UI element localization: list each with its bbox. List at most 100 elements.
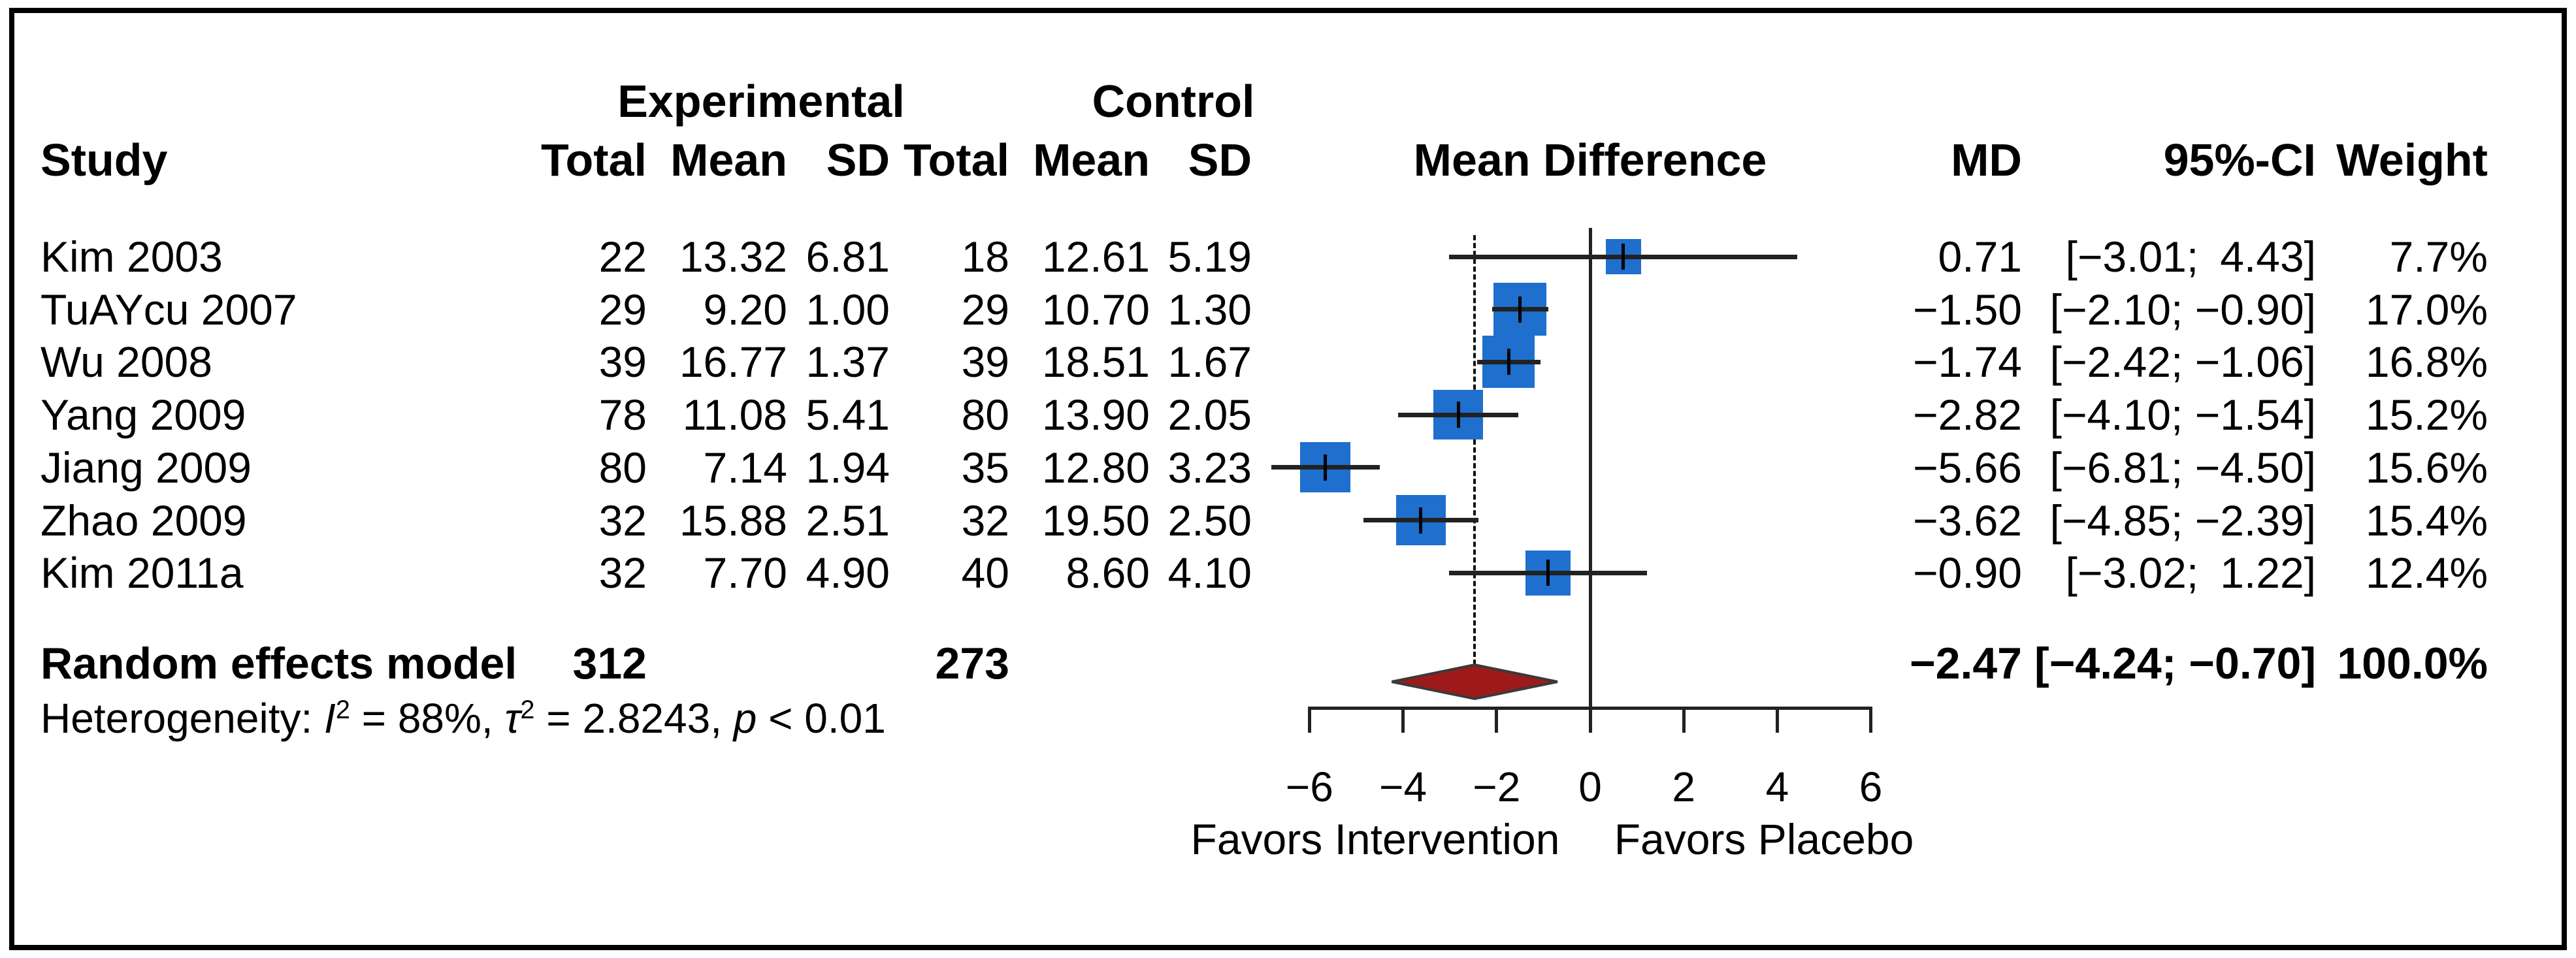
ctrl-sd-cell: 5.19 <box>1167 232 1252 281</box>
ctrl-mean-cell: 10.70 <box>1041 285 1150 334</box>
exp-mean-cell: 13.32 <box>679 232 787 281</box>
heterogeneity-text-segment: I <box>324 695 336 742</box>
exp-total-cell: 78 <box>598 391 647 439</box>
ctrl-total-header: Total <box>903 135 1009 185</box>
exp-sd-cell: 1.94 <box>806 443 890 492</box>
ci-value-cell: [−2.10; −0.90] <box>2049 285 2316 334</box>
exp-mean-cell: 7.14 <box>703 443 787 492</box>
md-value-cell: 0.71 <box>1938 232 2022 281</box>
weight-cell: 16.8% <box>2365 338 2488 387</box>
exp-total-header: Total <box>540 135 647 185</box>
axis-tick <box>1401 707 1405 733</box>
point-estimate-tick <box>1324 454 1328 481</box>
md-value-cell: −1.74 <box>1913 338 2022 387</box>
study-label: Zhao 2009 <box>41 496 247 545</box>
study-label: Wu 2008 <box>41 338 212 387</box>
weight-cell: 15.6% <box>2365 443 2488 492</box>
exp-total-cell: 22 <box>598 232 647 281</box>
ci-value-cell: [−4.10; −1.54] <box>2049 391 2316 439</box>
ctrl-total-cell: 40 <box>961 549 1009 598</box>
exp-total-cell: 29 <box>598 285 647 334</box>
axis-tick <box>1775 707 1779 733</box>
study-label: Kim 2003 <box>41 232 223 281</box>
md-value-cell: −0.90 <box>1913 549 2022 598</box>
ctrl-mean-cell: 18.51 <box>1041 338 1150 387</box>
ctrl-mean-cell: 12.80 <box>1041 443 1150 492</box>
point-estimate-tick <box>1507 349 1510 375</box>
point-estimate-tick <box>1546 560 1550 586</box>
study-label: Jiang 2009 <box>41 443 252 492</box>
pooled-weight-value: 100.0% <box>2337 639 2488 688</box>
axis-tick-label: 0 <box>1578 763 1602 810</box>
md-value-cell: −2.82 <box>1913 391 2022 439</box>
exp-mean-header: Mean <box>670 135 787 185</box>
ctrl-total-cell: 29 <box>961 285 1009 334</box>
ctrl-mean-cell: 12.61 <box>1041 232 1150 281</box>
heterogeneity-text-segment: = 2.8243, <box>534 695 734 742</box>
ctrl-sd-cell: 2.05 <box>1167 391 1252 439</box>
pooled-ctrl-total: 273 <box>935 639 1009 688</box>
md-column-header: MD <box>1951 135 2022 185</box>
ctrl-sd-cell: 1.67 <box>1167 338 1252 387</box>
ctrl-sd-cell: 3.23 <box>1167 443 1252 492</box>
ci-value-cell: [−2.42; −1.06] <box>2049 338 2316 387</box>
exp-sd-cell: 1.00 <box>806 285 890 334</box>
ctrl-sd-cell: 1.30 <box>1167 285 1252 334</box>
point-estimate-tick <box>1456 402 1460 428</box>
heterogeneity-text-segment: < 0.01 <box>757 695 886 742</box>
weight-cell: 7.7% <box>2389 232 2488 281</box>
ci-value-cell: [−4.85; −2.39] <box>2049 496 2316 545</box>
weight-cell: 15.2% <box>2365 391 2488 439</box>
heterogeneity-note: Heterogeneity: I2 = 88%, τ2 = 2.8243, p … <box>41 697 886 739</box>
exp-sd-cell: 1.37 <box>806 338 890 387</box>
exp-total-cell: 32 <box>598 496 647 545</box>
ci-value-cell: [−3.02; 1.22] <box>2065 549 2316 598</box>
pooled-ci-value: [−4.24; −0.70] <box>2034 639 2316 688</box>
ctrl-mean-cell: 13.90 <box>1041 391 1150 439</box>
ctrl-total-cell: 35 <box>961 443 1009 492</box>
ctrl-total-cell: 80 <box>961 391 1009 439</box>
point-estimate-tick <box>1518 296 1522 323</box>
md-value-cell: −5.66 <box>1913 443 2022 492</box>
study-label: Kim 2011a <box>41 549 244 598</box>
axis-tick <box>1869 707 1873 733</box>
favors-intervention-label: Favors Intervention <box>1190 815 1560 863</box>
exp-sd-cell: 2.51 <box>806 496 890 545</box>
pooled-exp-total: 312 <box>572 639 647 688</box>
pooled-row-label: Random effects model <box>41 639 517 688</box>
pooled-md-value: −2.47 <box>1909 639 2022 688</box>
weight-cell: 15.4% <box>2365 496 2488 545</box>
heterogeneity-text-segment: τ <box>504 695 521 742</box>
exp-mean-cell: 7.70 <box>703 549 787 598</box>
study-label: TuAYcu 2007 <box>41 285 297 334</box>
plot-title: Mean Difference <box>1413 135 1767 185</box>
heterogeneity-text-segment: 2 <box>520 695 535 725</box>
axis-tick-label: 2 <box>1672 763 1695 810</box>
exp-total-cell: 80 <box>598 443 647 492</box>
ctrl-total-cell: 39 <box>961 338 1009 387</box>
ctrl-mean-cell: 8.60 <box>1066 549 1150 598</box>
ctrl-mean-cell: 19.50 <box>1041 496 1150 545</box>
point-estimate-tick <box>1622 244 1625 270</box>
pooled-estimate-dashed-line <box>1473 235 1476 665</box>
axis-tick <box>1588 707 1592 733</box>
ctrl-sd-cell: 2.50 <box>1167 496 1252 545</box>
exp-sd-cell: 4.90 <box>806 549 890 598</box>
exp-sd-header: SD <box>826 135 890 185</box>
axis-tick <box>1307 707 1311 733</box>
weight-column-header: Weight <box>2336 135 2488 185</box>
axis-tick <box>1495 707 1499 733</box>
pooled-effect-diamond <box>1392 663 1558 701</box>
exp-sd-cell: 6.81 <box>806 232 890 281</box>
heterogeneity-text-segment: 2 <box>335 695 350 725</box>
zero-reference-line <box>1588 228 1592 707</box>
heterogeneity-text-segment: Heterogeneity: <box>41 695 325 742</box>
experimental-group-header: Experimental <box>617 76 905 127</box>
axis-tick-label: −2 <box>1473 763 1521 810</box>
axis-tick-label: −4 <box>1379 763 1427 810</box>
exp-mean-cell: 11.08 <box>682 391 787 439</box>
exp-sd-cell: 5.41 <box>806 391 890 439</box>
exp-mean-cell: 15.88 <box>679 496 787 545</box>
exp-mean-cell: 16.77 <box>679 338 787 387</box>
